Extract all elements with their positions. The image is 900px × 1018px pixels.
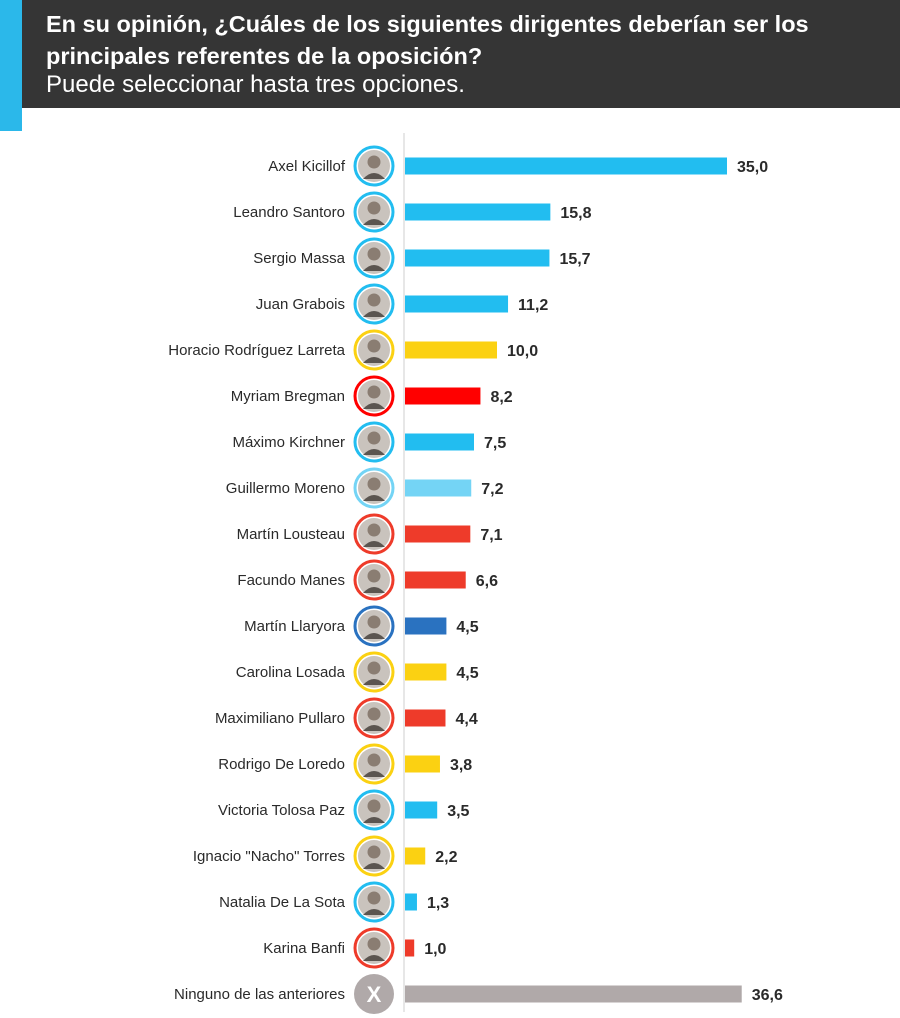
category-label: Victoria Tolosa Paz (218, 802, 345, 819)
person-avatar-icon (353, 237, 395, 279)
person-avatar-icon (353, 789, 395, 831)
value-label: 4,5 (456, 619, 478, 636)
value-label: 8,2 (490, 389, 512, 406)
category-label: Horacio Rodríguez Larreta (168, 342, 345, 359)
value-label: 7,2 (481, 481, 503, 498)
category-label: Martín Llaryora (244, 618, 346, 635)
x-circle-icon: X (354, 974, 394, 1014)
bar (405, 249, 550, 267)
bar (405, 203, 551, 221)
person-avatar-icon (353, 927, 395, 969)
category-label: Leandro Santoro (233, 204, 345, 221)
person-avatar-icon (353, 513, 395, 555)
bar (405, 571, 466, 589)
person-avatar-icon (353, 881, 395, 923)
category-label: Maximiliano Pullaro (215, 710, 345, 727)
category-label: Máximo Kirchner (232, 434, 345, 451)
category-label: Martín Lousteau (237, 526, 345, 543)
value-label: 36,6 (752, 987, 783, 1004)
bar (405, 157, 727, 175)
person-avatar-icon (353, 835, 395, 877)
category-label: Carolina Losada (236, 664, 346, 681)
category-label: Natalia De La Sota (219, 894, 346, 911)
bar (405, 479, 472, 497)
chart-subtitle: Puede seleccionar hasta tres opciones. (46, 71, 465, 98)
bar (405, 663, 447, 681)
bar (405, 985, 742, 1003)
value-label: 35,0 (737, 159, 768, 176)
person-avatar-icon (353, 421, 395, 463)
category-label: Juan Grabois (256, 296, 345, 313)
person-avatar-icon (353, 559, 395, 601)
value-label: 3,8 (450, 757, 472, 774)
value-label: 7,5 (484, 435, 506, 452)
accent-bar (0, 0, 22, 131)
value-label: 7,1 (480, 527, 502, 544)
person-avatar-icon (353, 697, 395, 739)
person-avatar-icon (353, 145, 395, 187)
svg-text:X: X (367, 982, 382, 1007)
header: En su opinión, ¿Cuáles de los siguientes… (22, 0, 900, 108)
value-label: 3,5 (447, 803, 469, 820)
value-label: 11,2 (518, 297, 548, 314)
bar (405, 341, 497, 359)
value-label: 6,6 (476, 573, 498, 590)
category-label: Guillermo Moreno (226, 480, 345, 497)
category-label: Myriam Bregman (231, 388, 345, 405)
value-label: 15,7 (559, 251, 590, 268)
value-label: 10,0 (507, 343, 538, 360)
bar (405, 433, 474, 451)
bar (405, 617, 447, 635)
chart-title: En su opinión, ¿Cuáles de los siguientes… (46, 11, 809, 69)
person-avatar-icon (353, 743, 395, 785)
category-label: Rodrigo De Loredo (218, 756, 345, 773)
bar (405, 525, 471, 543)
person-avatar-icon (353, 467, 395, 509)
value-label: 4,5 (456, 665, 478, 682)
person-avatar-icon (353, 651, 395, 693)
bar (405, 801, 438, 819)
bar (405, 387, 481, 405)
bar (405, 893, 417, 911)
category-label: Facundo Manes (237, 572, 345, 589)
value-label: 4,4 (455, 711, 477, 728)
value-label: 2,2 (435, 849, 457, 866)
category-label: Ignacio "Nacho" Torres (193, 848, 345, 865)
value-label: 1,0 (424, 941, 446, 958)
person-avatar-icon (353, 283, 395, 325)
value-label: 1,3 (427, 895, 449, 912)
person-avatar-icon (353, 375, 395, 417)
person-avatar-icon (353, 605, 395, 647)
bar (405, 295, 509, 313)
person-avatar-icon (353, 191, 395, 233)
person-avatar-icon (353, 329, 395, 371)
category-label: Karina Banfi (263, 940, 345, 957)
category-label: Ninguno de las anteriores (174, 986, 345, 1003)
bar (405, 939, 415, 957)
category-label: Sergio Massa (253, 250, 345, 267)
bar (405, 755, 440, 773)
category-label: Axel Kicillof (268, 158, 346, 175)
bar (405, 709, 446, 727)
bar (405, 847, 426, 865)
value-label: 15,8 (560, 205, 591, 222)
